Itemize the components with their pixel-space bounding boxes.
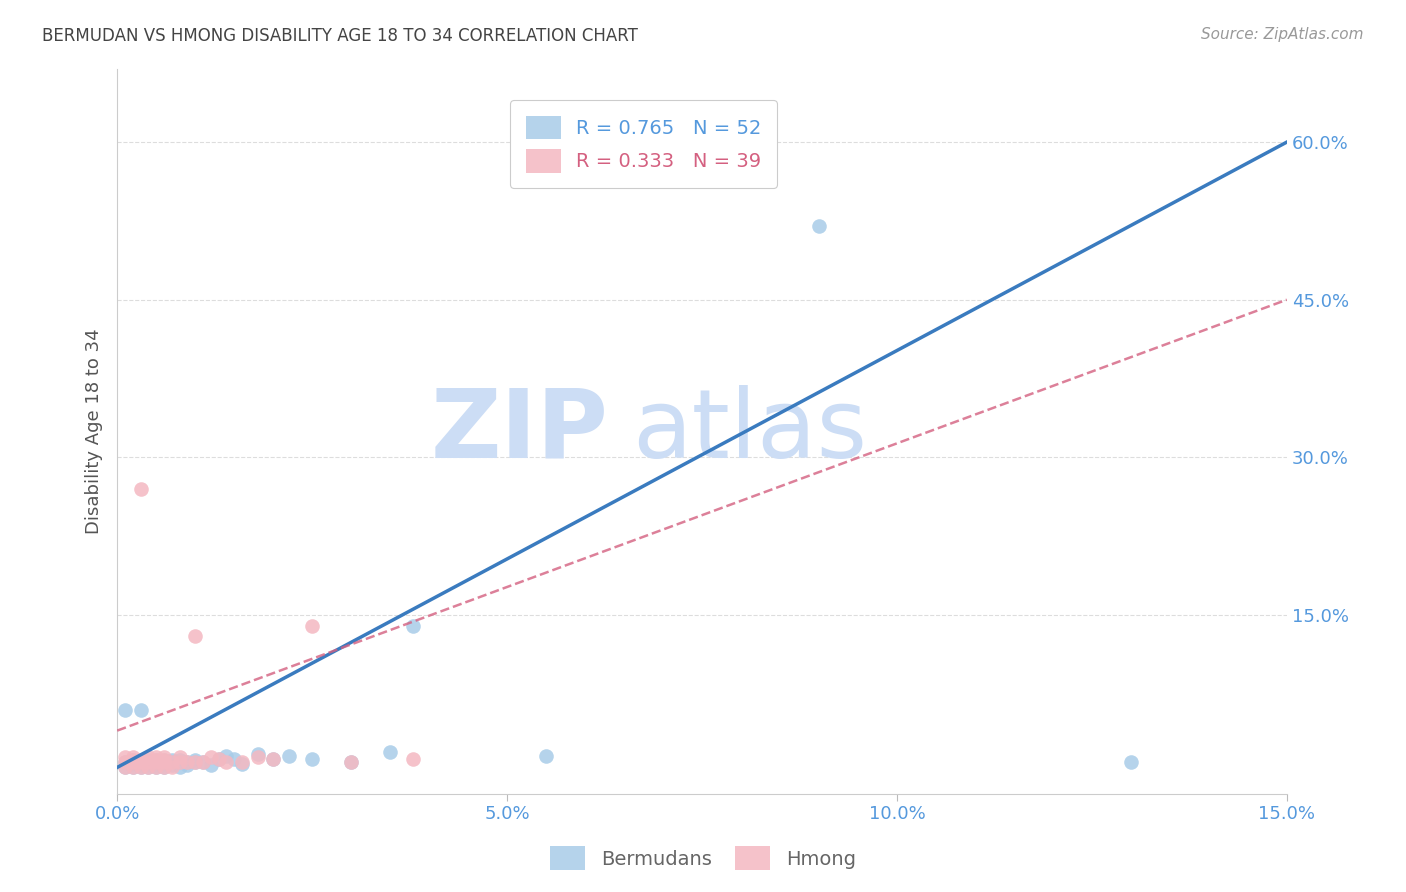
Point bbox=[114, 755, 136, 769]
Text: ZIP: ZIP bbox=[430, 384, 609, 477]
Point bbox=[138, 760, 160, 774]
Point bbox=[114, 760, 136, 774]
Point bbox=[153, 753, 176, 767]
Point bbox=[153, 753, 176, 767]
Point bbox=[301, 752, 323, 766]
Point bbox=[176, 758, 198, 772]
Text: atlas: atlas bbox=[631, 384, 868, 477]
Point bbox=[402, 752, 425, 766]
Point bbox=[207, 752, 229, 766]
Point bbox=[138, 757, 160, 772]
Point bbox=[121, 760, 143, 774]
Point bbox=[153, 760, 176, 774]
Point bbox=[231, 757, 253, 772]
Point bbox=[145, 760, 167, 774]
Point bbox=[129, 482, 152, 496]
Point bbox=[145, 760, 167, 774]
Point bbox=[121, 757, 143, 772]
Point bbox=[378, 745, 401, 759]
Point bbox=[121, 760, 143, 774]
Point bbox=[114, 760, 136, 774]
Point bbox=[138, 750, 160, 764]
Point bbox=[169, 760, 191, 774]
Point bbox=[129, 703, 152, 717]
Point bbox=[114, 750, 136, 764]
Point bbox=[129, 755, 152, 769]
Point bbox=[138, 753, 160, 767]
Point bbox=[402, 618, 425, 632]
Point bbox=[153, 758, 176, 772]
Point bbox=[153, 750, 176, 764]
Point bbox=[184, 629, 207, 643]
Point bbox=[277, 748, 299, 763]
Point bbox=[207, 752, 229, 766]
Point bbox=[176, 755, 198, 769]
Point bbox=[145, 758, 167, 772]
Point bbox=[224, 752, 246, 766]
Legend: R = 0.765   N = 52, R = 0.333   N = 39: R = 0.765 N = 52, R = 0.333 N = 39 bbox=[510, 100, 778, 188]
Point bbox=[191, 755, 214, 769]
Point bbox=[121, 755, 143, 769]
Point bbox=[145, 757, 167, 772]
Point bbox=[262, 752, 284, 766]
Point bbox=[121, 755, 143, 769]
Point bbox=[129, 757, 152, 772]
Point bbox=[340, 755, 363, 769]
Point bbox=[160, 755, 183, 769]
Point bbox=[153, 755, 176, 769]
Point bbox=[340, 755, 363, 769]
Text: Source: ZipAtlas.com: Source: ZipAtlas.com bbox=[1201, 27, 1364, 42]
Point bbox=[129, 760, 152, 774]
Point bbox=[215, 755, 238, 769]
Point bbox=[145, 753, 167, 767]
Point bbox=[176, 755, 198, 769]
Point bbox=[200, 750, 222, 764]
Point bbox=[160, 755, 183, 769]
Point bbox=[262, 752, 284, 766]
Point bbox=[145, 755, 167, 769]
Point bbox=[129, 758, 152, 772]
Point bbox=[153, 755, 176, 769]
Legend: Bermudans, Hmong: Bermudans, Hmong bbox=[543, 838, 863, 878]
Point bbox=[169, 753, 191, 767]
Point bbox=[184, 755, 207, 769]
Point bbox=[145, 753, 167, 767]
Point bbox=[534, 748, 557, 763]
Y-axis label: Disability Age 18 to 34: Disability Age 18 to 34 bbox=[86, 328, 103, 534]
Point bbox=[145, 755, 167, 769]
Point bbox=[138, 755, 160, 769]
Point bbox=[121, 753, 143, 767]
Point bbox=[129, 760, 152, 774]
Point bbox=[145, 750, 167, 764]
Point bbox=[184, 753, 207, 767]
Point bbox=[114, 755, 136, 769]
Point bbox=[138, 755, 160, 769]
Point bbox=[169, 755, 191, 769]
Point bbox=[138, 758, 160, 772]
Point bbox=[184, 755, 207, 769]
Point bbox=[1119, 755, 1142, 769]
Point bbox=[138, 760, 160, 774]
Text: BERMUDAN VS HMONG DISABILITY AGE 18 TO 34 CORRELATION CHART: BERMUDAN VS HMONG DISABILITY AGE 18 TO 3… bbox=[42, 27, 638, 45]
Point bbox=[129, 755, 152, 769]
Point bbox=[153, 760, 176, 774]
Point bbox=[121, 753, 143, 767]
Point bbox=[301, 618, 323, 632]
Point bbox=[231, 755, 253, 769]
Point bbox=[160, 760, 183, 774]
Point bbox=[160, 753, 183, 767]
Point bbox=[200, 758, 222, 772]
Point bbox=[807, 219, 830, 234]
Point bbox=[215, 748, 238, 763]
Point bbox=[246, 747, 269, 761]
Point bbox=[191, 755, 214, 769]
Point bbox=[160, 758, 183, 772]
Point bbox=[121, 750, 143, 764]
Point bbox=[129, 753, 152, 767]
Point bbox=[169, 755, 191, 769]
Point bbox=[169, 750, 191, 764]
Point bbox=[114, 703, 136, 717]
Point bbox=[246, 750, 269, 764]
